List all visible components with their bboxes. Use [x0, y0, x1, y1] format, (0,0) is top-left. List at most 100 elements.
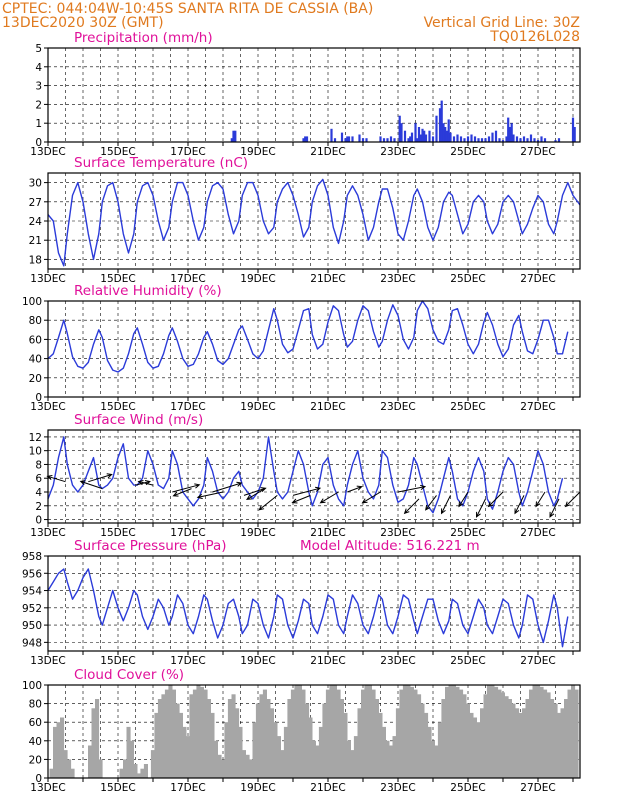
cloud-bar [409, 686, 414, 778]
precip-bar [333, 138, 337, 142]
cloud-ytick-label: 100 [22, 680, 42, 692]
pressure-frame [47, 555, 581, 652]
cloud-bar [564, 699, 569, 778]
pressure-panel: 948 950 952 954 956 958 13DEC 15DEC 17DEC 19DEC 21… [22, 538, 581, 667]
pressure-xtick-label: 17DEC [170, 655, 205, 667]
humidity-xtick-label: 15DEC [100, 401, 135, 413]
wind-vector [424, 495, 437, 511]
cloud-ytick-label: 80 [29, 699, 42, 711]
temperature-xtick-label: 19DEC [240, 273, 275, 285]
cloud-bar [248, 759, 253, 778]
wind-ytick-label: 6 [35, 473, 42, 485]
cloud-bar [206, 699, 211, 778]
cloud-bar [353, 736, 358, 778]
humidity-xtick-label: 21DEC [310, 401, 345, 413]
precip-bar [522, 136, 526, 142]
precip-ytick-label: 3 [35, 81, 42, 93]
cloud-bar [472, 717, 477, 778]
temperature-xtick-label: 25DEC [450, 273, 485, 285]
cloud-bar [252, 722, 257, 778]
cloud-bar [259, 694, 264, 778]
model-altitude: Model Altitude: 516.221 m [300, 538, 480, 554]
cloud-bar [476, 722, 481, 778]
cloud-bar [136, 773, 141, 778]
cloud-bar [238, 726, 243, 778]
wind-vector [258, 495, 278, 511]
cloud-bar [322, 703, 327, 778]
wind-xtick-label: 23DEC [380, 527, 415, 539]
cloud-bar [175, 703, 180, 778]
wind-ytick-label: 8 [35, 459, 42, 471]
precip-bar [424, 134, 428, 142]
cloud-bar [245, 754, 250, 779]
temperature-xtick-label: 15DEC [100, 273, 135, 285]
cloud-bar [294, 685, 299, 778]
cloud-bar [500, 692, 505, 778]
cloud-bar [483, 694, 488, 778]
cloud-bar [280, 750, 285, 778]
precip-bar [417, 127, 421, 142]
cloud-bar [196, 685, 201, 778]
cloud-bar [437, 722, 442, 778]
precip-bar [491, 132, 494, 142]
wind-vector [440, 495, 451, 515]
cloud-bar [133, 764, 138, 778]
precip-bar [435, 115, 438, 142]
cloud-xtick-label: 17DEC [170, 782, 205, 794]
cloud-bar [287, 699, 292, 778]
temperature-ytick-label: 24 [29, 216, 43, 228]
cloud-bar [325, 689, 330, 778]
cloud-bar [297, 685, 302, 778]
cloud-bar [164, 689, 169, 778]
precip-bar [459, 136, 463, 142]
cloud-bar [269, 708, 274, 779]
precip-bar [477, 138, 480, 142]
cloud-bar [546, 692, 551, 778]
cloud-bar [455, 686, 460, 778]
pressure-ytick-label: 958 [22, 551, 42, 563]
cloud-bar [56, 722, 61, 778]
cloud-bar [424, 712, 429, 778]
wind-vector [246, 488, 266, 501]
wind-vector [403, 498, 420, 515]
cloud-bar [339, 699, 344, 778]
wind-vector [46, 475, 66, 483]
temperature-xtick-label: 27DEC [520, 273, 555, 285]
precip-xtick-label: 15DEC [100, 146, 135, 158]
precip-bar [431, 136, 435, 142]
cloud-xtick-label: 25DEC [450, 782, 485, 794]
pressure-xtick-label: 23DEC [380, 655, 415, 667]
precip-ytick-label: 4 [35, 62, 42, 74]
cloud-bar [143, 764, 148, 778]
precip-bar [447, 119, 450, 142]
pressure-title: Surface Pressure (hPa) [74, 538, 227, 554]
cloud-bar [262, 689, 267, 778]
wind-xtick-label: 15DEC [100, 527, 135, 539]
wind-xtick-label: 13DEC [30, 527, 65, 539]
precip-bar [428, 130, 431, 142]
wind-vector [347, 485, 363, 493]
cloud-xtick-label: 13DEC [30, 782, 65, 794]
wind-vector [475, 498, 486, 518]
cloud-bar [126, 726, 131, 778]
precip-xtick-label: 21DEC [310, 146, 345, 158]
precip-bar [232, 130, 235, 142]
cloud-bar [315, 745, 320, 778]
wind-ytick-label: 0 [35, 515, 42, 527]
precip-bar [557, 138, 561, 142]
cloud-bar [406, 685, 411, 778]
wind-vector [361, 491, 381, 504]
precip-bar [515, 136, 519, 142]
precip-bar [507, 117, 510, 142]
wind-vector [172, 483, 201, 493]
header-model: TQ0126L028 [489, 29, 580, 45]
temperature-ytick-label: 21 [29, 235, 42, 247]
humidity-series-line [47, 300, 569, 373]
cloud-bar [329, 685, 334, 778]
cloud-bar [171, 689, 176, 778]
precip-bar [543, 138, 547, 142]
wind-vector [549, 498, 560, 518]
cloud-bar [119, 768, 124, 778]
cloud-xtick-label: 15DEC [100, 782, 135, 794]
precip-bar [449, 132, 452, 142]
